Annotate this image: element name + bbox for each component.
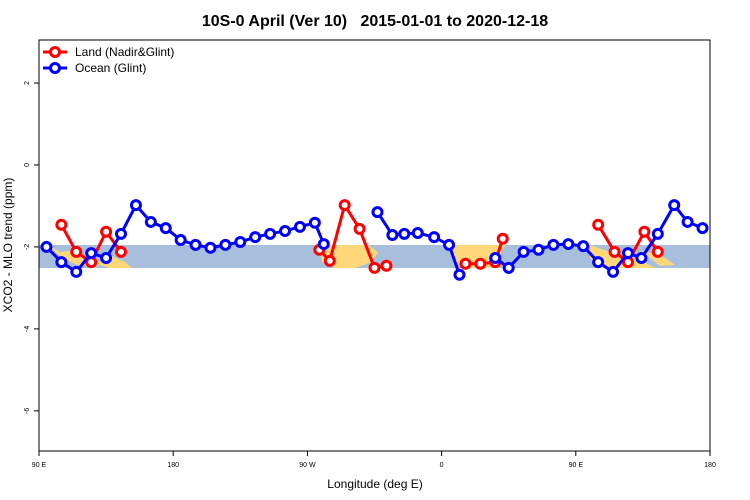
data-point xyxy=(249,231,262,244)
data-point xyxy=(635,251,648,264)
data-point xyxy=(279,224,292,237)
x-tick-label: 90 E xyxy=(569,462,584,469)
data-point xyxy=(428,231,441,244)
data-point xyxy=(100,251,113,264)
chart-title: 10S-0 April (Ver 10) 2015-01-01 to 2020-… xyxy=(202,13,548,30)
x-tick-label: 90 E xyxy=(32,462,47,469)
data-point xyxy=(411,227,424,240)
data-point xyxy=(562,238,575,251)
data-point xyxy=(502,261,515,274)
data-point xyxy=(100,225,113,238)
data-point xyxy=(264,227,277,240)
data-point xyxy=(651,245,664,258)
data-point xyxy=(129,199,142,212)
data-point xyxy=(608,245,621,258)
data-point xyxy=(474,257,487,270)
data-point xyxy=(380,259,393,272)
data-point xyxy=(368,261,381,274)
y-axis-label: XCO2 - MLO trend (ppm) xyxy=(1,178,15,313)
data-point xyxy=(398,227,411,240)
data-point xyxy=(453,268,466,281)
data-point xyxy=(189,238,202,251)
data-point xyxy=(174,233,187,246)
legend-label: Ocean (Glint) xyxy=(75,61,146,75)
data-point xyxy=(696,222,709,235)
y-tick-label: -6 xyxy=(24,408,31,414)
plot-frame xyxy=(38,39,711,452)
data-point xyxy=(204,241,217,254)
data-point xyxy=(681,215,694,228)
data-point xyxy=(386,229,399,242)
data-point xyxy=(338,199,351,212)
data-point xyxy=(443,238,456,251)
y-tick-label: -2 xyxy=(24,244,31,250)
data-point xyxy=(115,227,128,240)
legend-marker xyxy=(49,46,61,58)
x-tick-label: 180 xyxy=(704,462,716,469)
data-point xyxy=(577,240,590,253)
data-point xyxy=(55,218,68,231)
data-point xyxy=(293,220,306,233)
data-point xyxy=(607,265,620,278)
data-point xyxy=(159,222,172,235)
data-point xyxy=(651,227,664,240)
y-tick-label: 0 xyxy=(24,163,31,167)
data-point xyxy=(592,256,605,269)
legend-label: Land (Nadir&Glint) xyxy=(75,45,174,59)
data-point xyxy=(317,238,330,251)
data-point xyxy=(70,265,83,278)
data-point xyxy=(638,225,651,238)
y-tick-label: 2 xyxy=(24,81,31,85)
x-axis-label: Longitude (deg E) xyxy=(327,477,422,491)
data-point xyxy=(308,216,321,229)
data-point xyxy=(219,238,232,251)
data-point xyxy=(371,206,384,219)
y-tick-label: -4 xyxy=(24,326,31,332)
data-point xyxy=(592,218,605,231)
data-point xyxy=(115,245,128,258)
data-point xyxy=(353,222,366,235)
data-point xyxy=(621,247,634,260)
data-point xyxy=(532,243,545,256)
data-point xyxy=(496,232,509,245)
data-point xyxy=(323,254,336,267)
legend-marker xyxy=(49,62,61,74)
x-tick-label: 0 xyxy=(440,462,444,469)
data-point xyxy=(489,251,502,264)
data-point xyxy=(55,256,68,269)
data-point xyxy=(547,238,560,251)
data-point xyxy=(70,245,83,258)
data-point xyxy=(234,236,247,249)
data-point xyxy=(668,199,681,212)
data-point xyxy=(517,245,530,258)
data-point xyxy=(85,247,98,260)
x-tick-label: 90 W xyxy=(299,462,316,469)
x-tick-label: 180 xyxy=(167,462,179,469)
data-point xyxy=(459,257,472,270)
data-point xyxy=(40,240,53,253)
data-point xyxy=(144,215,157,228)
